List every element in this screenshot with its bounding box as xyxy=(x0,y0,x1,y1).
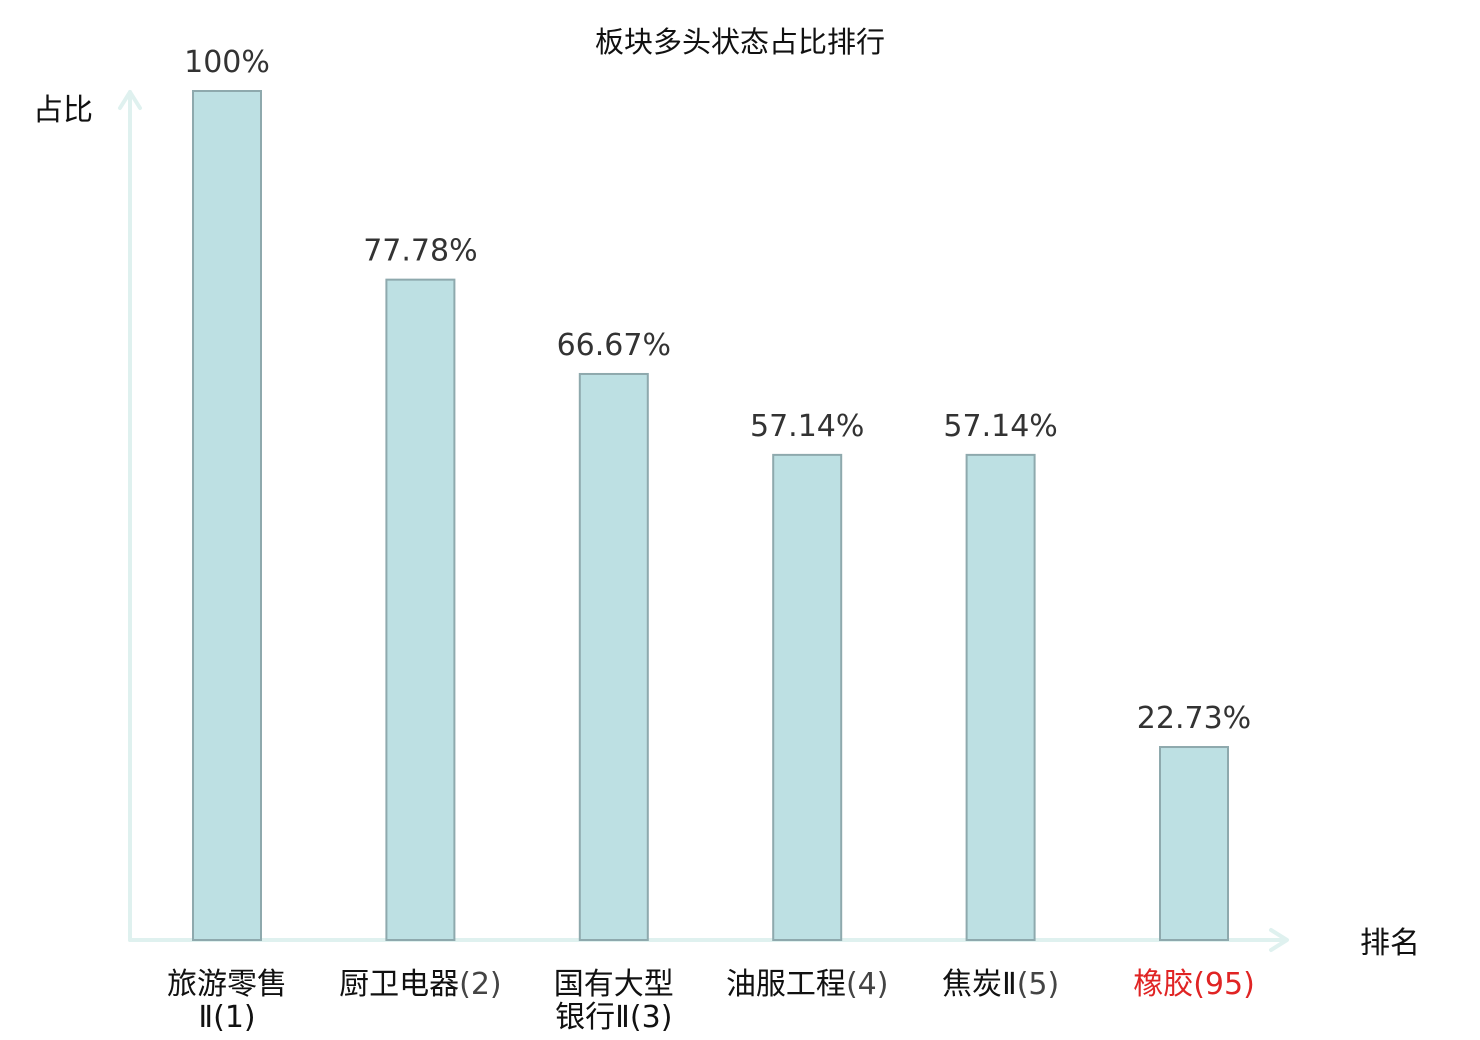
y-axis-arrow-icon xyxy=(118,90,142,110)
x-axis-arrow-icon xyxy=(1269,928,1289,952)
x-axis-title: 排名 xyxy=(1360,926,1420,961)
category-name: 橡胶 xyxy=(1133,967,1193,1002)
category-rank: (4) xyxy=(846,967,889,1002)
category-label-6: 橡胶(95) xyxy=(1133,967,1255,1002)
value-labels-group: 100% 77.78% 66.67% 57.14% 57.14% 22.73% xyxy=(184,45,1251,736)
value-label-4: 57.14% xyxy=(750,409,864,444)
bar-2 xyxy=(385,278,456,941)
value-label-1: 100% xyxy=(184,45,270,80)
category-name: 厨卫电器 xyxy=(339,967,459,1002)
category-label-1: 旅游零售 Ⅱ(1) xyxy=(167,967,287,1035)
category-label-5: 焦炭Ⅱ(5) xyxy=(942,967,1059,1002)
category-rank: (2) xyxy=(459,967,502,1002)
value-label-3: 66.67% xyxy=(557,328,671,363)
category-label-4: 油服工程(4) xyxy=(726,967,889,1002)
category-name-line2: 银行Ⅱ(3) xyxy=(555,1000,672,1035)
category-label-3: 国有大型银行Ⅱ(3) xyxy=(554,967,674,1035)
value-label-5: 57.14% xyxy=(943,409,1057,444)
y-axis-title: 占比 xyxy=(33,93,93,128)
bar-1 xyxy=(192,90,262,941)
category-name-line2: Ⅱ(1) xyxy=(198,1000,255,1035)
category-rank: (5) xyxy=(1017,967,1060,1002)
bar-5 xyxy=(965,453,1036,941)
category-rank: (95) xyxy=(1193,967,1255,1002)
category-name: 旅游零售 xyxy=(167,967,287,1002)
category-name: 焦炭Ⅱ xyxy=(942,967,1017,1002)
chart-title: 板块多头状态占比排行 xyxy=(595,25,885,59)
bar-4 xyxy=(772,453,843,941)
category-name: 油服工程 xyxy=(726,967,846,1002)
category-labels-group: 旅游零售 Ⅱ(1) 厨卫电器(2) 国有大型银行Ⅱ(3) 油服工程(4) 焦炭Ⅱ(5) 橡胶… xyxy=(167,967,1255,1035)
bar-3 xyxy=(578,372,649,942)
value-label-2: 77.78% xyxy=(363,234,477,269)
bar-6 xyxy=(1159,746,1229,941)
value-label-6: 22.73% xyxy=(1137,701,1251,736)
bars-group xyxy=(192,90,1229,942)
category-name: 国有大型 xyxy=(554,967,674,1002)
category-label-2: 厨卫电器(2) xyxy=(339,967,502,1002)
axes xyxy=(118,90,1289,952)
